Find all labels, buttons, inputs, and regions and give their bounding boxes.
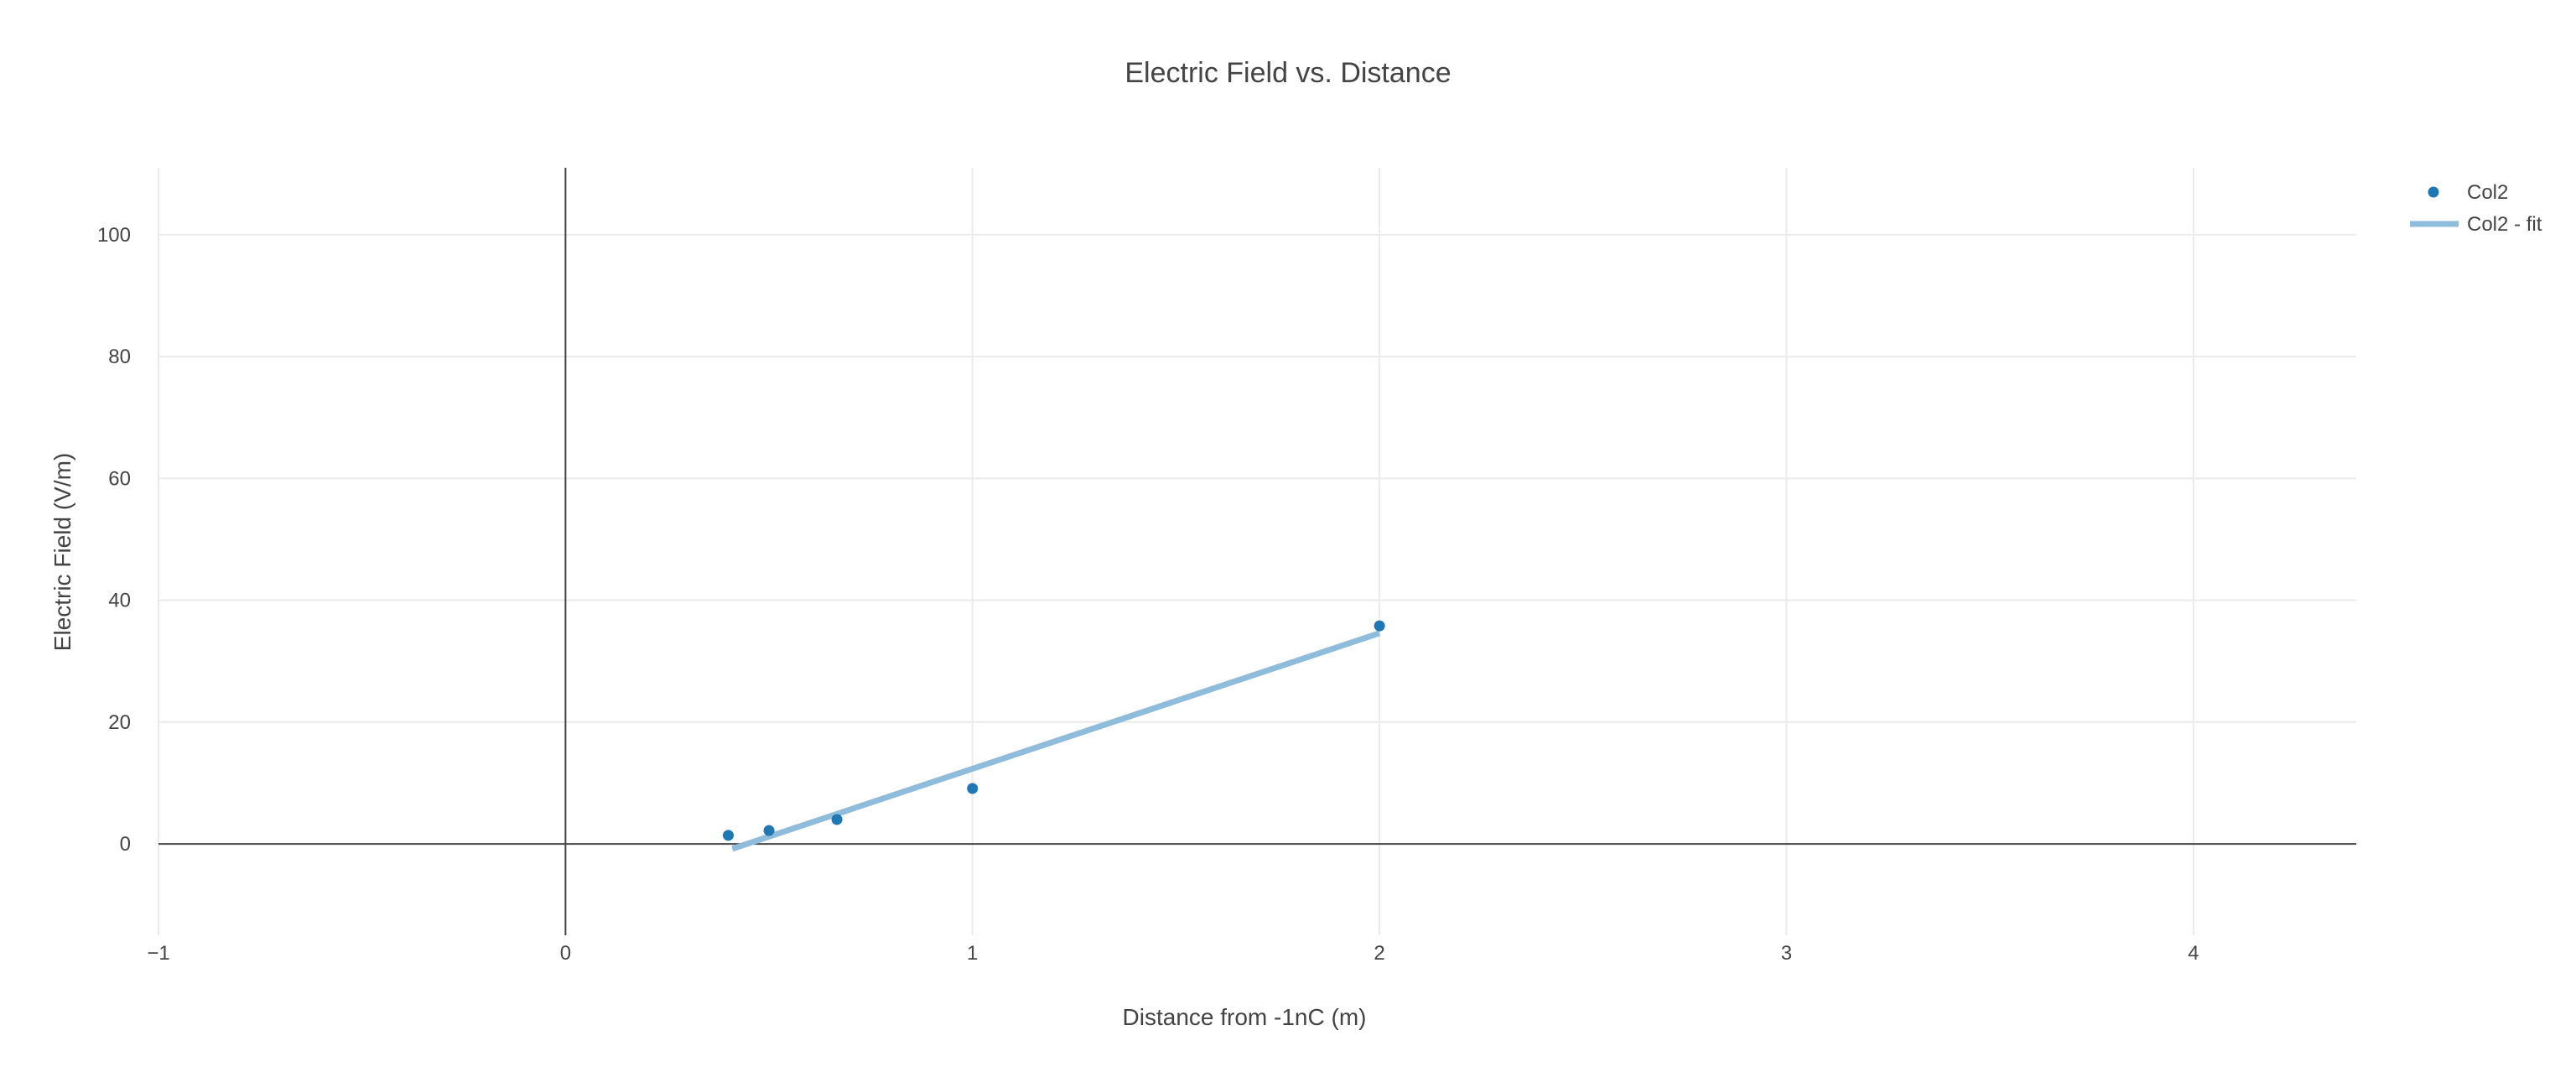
- x-tick-label: 2: [1374, 942, 1384, 965]
- x-tick-label: −1: [147, 942, 169, 965]
- x-tick-label: 0: [560, 942, 571, 965]
- y-tick-label: 60: [108, 467, 131, 490]
- zero-lines: [158, 168, 2356, 935]
- y-axis-ticks: 0 20 40 60 80 100: [97, 224, 131, 856]
- y-tick-label: 0: [120, 833, 131, 856]
- data-point[interactable]: [831, 814, 843, 825]
- x-tick-label: 4: [2188, 942, 2199, 965]
- x-tick-label: 1: [967, 942, 978, 965]
- grid: [158, 168, 2356, 935]
- data-point[interactable]: [763, 825, 775, 836]
- data-point[interactable]: [723, 830, 735, 841]
- chart-title: Electric Field vs. Distance: [1124, 57, 1451, 89]
- y-tick-label: 80: [108, 346, 131, 368]
- legend-item[interactable]: Col2 - fit: [2410, 213, 2542, 236]
- data-point[interactable]: [967, 783, 979, 794]
- legend-item[interactable]: Col2: [2428, 181, 2509, 204]
- data-point[interactable]: [1374, 620, 1385, 632]
- y-tick-label: 20: [108, 711, 131, 734]
- x-tick-label: 3: [1781, 942, 1792, 965]
- fit-line[interactable]: [731, 630, 1381, 852]
- x-axis-ticks: −1 0 1 2 3 4: [147, 942, 2199, 965]
- legend-marker-icon: [2428, 186, 2439, 198]
- legend-label: Col2: [2467, 181, 2508, 204]
- legend[interactable]: Col2 Col2 - fit: [2410, 181, 2542, 236]
- legend-label: Col2 - fit: [2467, 213, 2542, 236]
- plot-area[interactable]: [723, 620, 1385, 852]
- x-axis-title: Distance from -1nC (m): [1123, 1004, 1367, 1030]
- y-axis-title: Electric Field (V/m): [49, 453, 75, 651]
- y-tick-label: 40: [108, 590, 131, 612]
- y-tick-label: 100: [97, 224, 131, 247]
